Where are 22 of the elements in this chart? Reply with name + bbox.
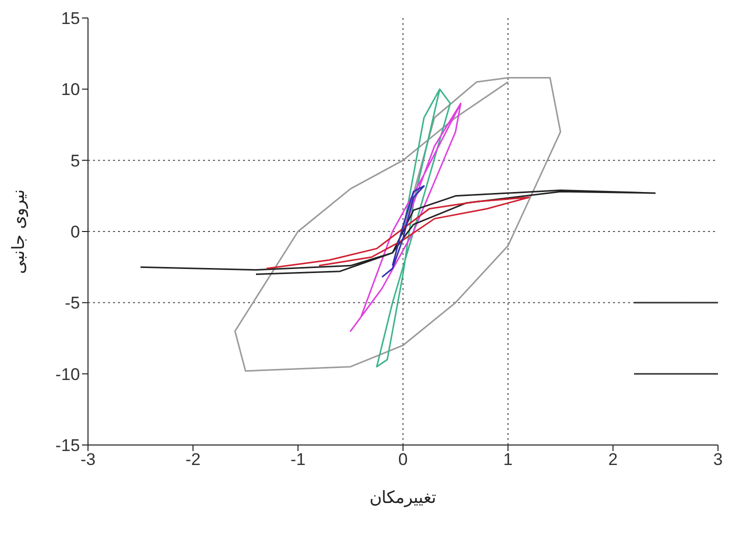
line-series [350,102,462,332]
x-tick-label: 3 [713,450,723,470]
x-tick-label: 2 [608,450,618,470]
x-tick-label: 1 [503,450,513,470]
line-series [381,185,425,278]
x-tick-label: 0 [398,450,408,470]
y-tick-label: 0 [70,222,80,242]
x-tick-label: -2 [185,450,201,470]
line-series [376,88,451,368]
y-tick-label: 10 [61,80,80,100]
line-series [266,196,530,270]
y-tick-label: -5 [64,294,80,313]
y-tick-label: -15 [55,436,80,456]
y-tick-label: -10 [55,364,80,384]
line-series [234,77,562,372]
line-series [140,189,656,275]
y-tick-label: 15 [61,9,80,28]
x-tick-label: -1 [290,450,306,470]
y-tick-label: 5 [70,151,80,170]
y-axis-title: نیروی جانبی [9,189,30,274]
x-axis-title: تغییرمکان [370,488,436,508]
x-tick-label: -3 [80,450,96,470]
